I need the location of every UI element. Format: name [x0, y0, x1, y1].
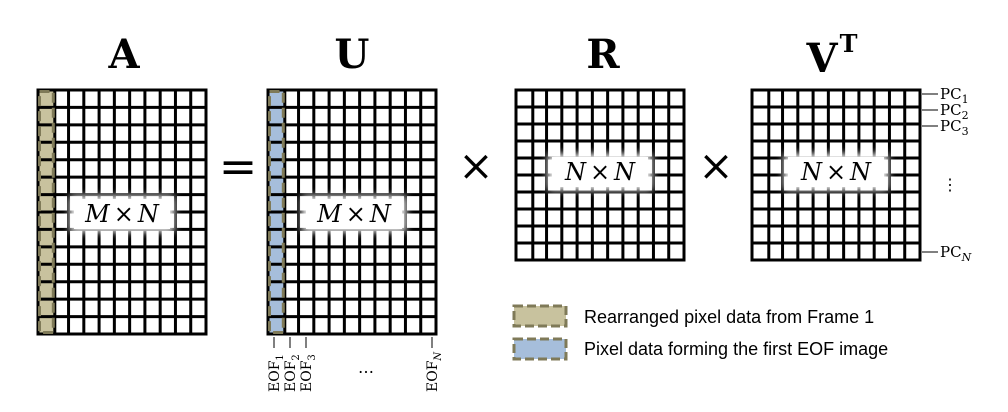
- legend-label-eof: Pixel data forming the first EOF image: [584, 339, 888, 359]
- pc-label-2: PC2: [940, 101, 969, 122]
- times-sign-1: ×: [458, 141, 493, 190]
- legend-item-eof: Pixel data forming the first EOF image: [512, 337, 888, 361]
- legend-label-frame: Rearranged pixel data from Frame 1: [584, 307, 874, 327]
- eof-label-n: EOFN: [425, 351, 444, 392]
- legend-swatch-frame: [512, 304, 568, 328]
- times-sign-2: ×: [698, 141, 733, 190]
- matrix-u-dimension-label: M × N: [302, 196, 406, 232]
- svg-text:N×N: N × N: [800, 158, 872, 186]
- matrix-r-dimension-label: N × N: [548, 154, 652, 190]
- legend: Rearranged pixel data from Frame 1 Pixel…: [512, 304, 888, 361]
- pc-labels: PC1 PC2 PC3 ⋮ PCN: [922, 85, 972, 264]
- legend-item-frame: Rearranged pixel data from Frame 1: [512, 304, 874, 328]
- matrix-vt-title: VT: [806, 29, 858, 82]
- highlight-column-border: [38, 90, 55, 334]
- pc-label-3: PC3: [940, 117, 969, 138]
- svg-text:M×N: M × N: [316, 200, 392, 228]
- matrix-vt: VT N × N: [750, 29, 922, 262]
- eof-label-2: EOF2: [283, 354, 302, 392]
- matrix-a-grid: [36, 88, 208, 336]
- svg-text:N×N: N × N: [564, 158, 636, 186]
- pc-label-n: PCN: [940, 243, 972, 264]
- eof-labels: EOF1 EOF2 EOF3 … EOFN: [267, 337, 444, 392]
- matrix-r-title: R: [586, 31, 620, 78]
- matrix-r: R N × N: [514, 31, 686, 262]
- svg-text:M×N: M × N: [84, 200, 160, 228]
- eof-label-1: EOF1: [267, 354, 286, 392]
- matrix-u: U M × N: [266, 31, 438, 336]
- legend-swatch-eof: [512, 337, 568, 361]
- equals-sign: =: [219, 139, 258, 193]
- matrix-u-title: U: [335, 31, 370, 78]
- eof-ellipsis: …: [358, 358, 374, 377]
- highlight-column-border: [268, 90, 285, 334]
- eof-label-3: EOF3: [299, 354, 318, 392]
- matrix-vt-dimension-label: N × N: [784, 154, 888, 190]
- matrix-a: A M × N: [36, 31, 208, 336]
- pc-label-1: PC1: [940, 85, 969, 106]
- matrix-a-title: A: [107, 31, 140, 78]
- pc-ellipsis: ⋮: [942, 175, 958, 194]
- matrix-a-dimension-label: M × N: [70, 196, 174, 232]
